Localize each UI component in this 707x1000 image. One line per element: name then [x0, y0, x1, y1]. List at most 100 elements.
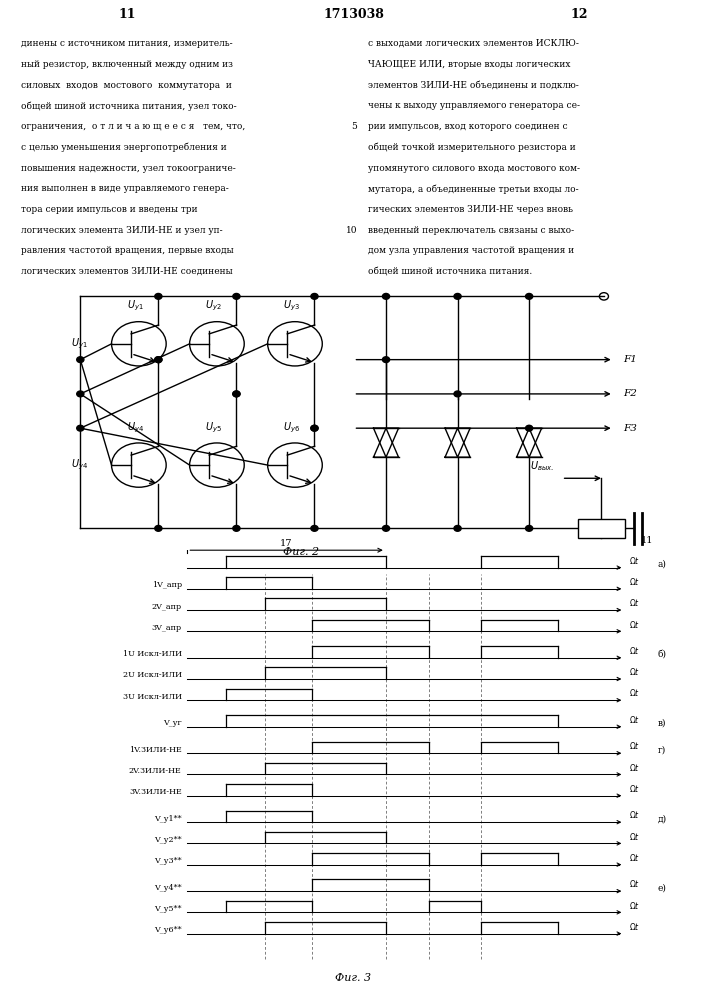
Text: $\Omega t$: $\Omega t$: [629, 878, 641, 889]
Text: силовых  входов  мостового  коммутатора  и: силовых входов мостового коммутатора и: [21, 81, 232, 90]
Text: введенный переключатель связаны с выхо-: введенный переключатель связаны с выхо-: [368, 226, 574, 235]
Text: $\Omega t$: $\Omega t$: [629, 645, 641, 656]
Text: $\Omega t$: $\Omega t$: [629, 714, 641, 725]
Text: $U_{y3}$: $U_{y3}$: [284, 299, 300, 313]
Text: 12: 12: [571, 8, 588, 21]
Text: ограничения,  о т л и ч а ю щ е е с я   тем, что,: ограничения, о т л и ч а ю щ е е с я тем…: [21, 122, 245, 131]
Text: $\Omega t$: $\Omega t$: [629, 762, 641, 773]
Text: с целью уменьшения энергопотребления и: с целью уменьшения энергопотребления и: [21, 143, 227, 152]
Text: 3V.ЗИЛИ-НЕ: 3V.ЗИЛИ-НЕ: [129, 788, 182, 796]
Circle shape: [311, 293, 318, 299]
Text: общей шиной источника питания, узел токо-: общей шиной источника питания, узел токо…: [21, 101, 237, 111]
Text: 1713038: 1713038: [323, 8, 384, 21]
Text: $U_{y4}$: $U_{y4}$: [71, 458, 88, 472]
Circle shape: [155, 525, 162, 531]
Circle shape: [233, 391, 240, 397]
Text: 1U Искл-ИЛИ: 1U Искл-ИЛИ: [123, 650, 182, 658]
Text: общей шиной источника питания.: общей шиной источника питания.: [368, 267, 532, 276]
Text: ния выполнен в виде управляемого генера-: ния выполнен в виде управляемого генера-: [21, 184, 229, 193]
Text: $\Omega t$: $\Omega t$: [629, 783, 641, 794]
Text: $U_{вых.}$: $U_{вых.}$: [530, 459, 554, 473]
Text: рии импульсов, вход которого соединен с: рии импульсов, вход которого соединен с: [368, 122, 567, 131]
Text: в): в): [658, 719, 666, 728]
Text: 11: 11: [119, 8, 136, 21]
Text: V_у6**: V_у6**: [154, 926, 182, 934]
Circle shape: [77, 357, 84, 363]
Text: F1: F1: [624, 355, 637, 364]
Text: 3U Искл-ИЛИ: 3U Искл-ИЛИ: [123, 693, 182, 701]
Text: 1V.ЗИЛИ-НЕ: 1V.ЗИЛИ-НЕ: [129, 746, 182, 754]
Text: 2V_апр: 2V_апр: [151, 603, 182, 611]
Circle shape: [311, 525, 318, 531]
Text: элементов ЗИЛИ-НЕ объединены и подклю-: элементов ЗИЛИ-НЕ объединены и подклю-: [368, 81, 578, 90]
Text: мутатора, а объединенные третьи входы ло-: мутатора, а объединенные третьи входы ло…: [368, 184, 578, 194]
Text: $U_{y4}$: $U_{y4}$: [127, 420, 144, 435]
Text: $U_{y6}$: $U_{y6}$: [284, 420, 300, 435]
Circle shape: [382, 525, 390, 531]
Text: $U_{y1}$: $U_{y1}$: [71, 337, 88, 351]
Circle shape: [525, 525, 532, 531]
Text: гических элементов ЗИЛИ-НЕ через вновь: гических элементов ЗИЛИ-НЕ через вновь: [368, 205, 573, 214]
Text: равления частотой вращения, первые входы: равления частотой вращения, первые входы: [21, 246, 234, 255]
Text: V_у3**: V_у3**: [154, 857, 182, 865]
Circle shape: [233, 391, 240, 397]
Circle shape: [382, 357, 390, 363]
Text: $\Omega t$: $\Omega t$: [629, 687, 641, 698]
Text: а): а): [658, 560, 667, 569]
Text: $\Omega t$: $\Omega t$: [629, 831, 641, 842]
Circle shape: [233, 293, 240, 299]
Text: $U_{y1}$: $U_{y1}$: [127, 299, 144, 313]
Text: 17: 17: [280, 539, 293, 548]
Text: V_уг: V_уг: [163, 719, 182, 727]
Circle shape: [77, 391, 84, 397]
Text: F2: F2: [624, 389, 637, 398]
Text: б): б): [658, 650, 667, 659]
Text: $\Omega t$: $\Omega t$: [629, 666, 641, 677]
Text: упомянутого силового входа мостового ком-: упомянутого силового входа мостового ком…: [368, 164, 580, 173]
Circle shape: [77, 425, 84, 431]
Text: $\Omega t$: $\Omega t$: [629, 852, 641, 863]
Text: с выходами логических элементов ИСКЛЮ-: с выходами логических элементов ИСКЛЮ-: [368, 39, 578, 48]
Text: $\Omega t$: $\Omega t$: [629, 900, 641, 911]
Text: $U_{y2}$: $U_{y2}$: [205, 299, 222, 313]
Circle shape: [311, 425, 318, 431]
Circle shape: [155, 357, 162, 363]
Circle shape: [454, 293, 461, 299]
Circle shape: [525, 293, 532, 299]
Text: $\Omega t$: $\Omega t$: [629, 576, 641, 587]
Circle shape: [155, 357, 162, 363]
Text: дом узла управления частотой вращения и: дом узла управления частотой вращения и: [368, 246, 574, 255]
Text: г): г): [658, 745, 666, 754]
Circle shape: [233, 525, 240, 531]
Circle shape: [525, 425, 532, 431]
Text: V_у5**: V_у5**: [154, 905, 182, 913]
Text: V_у2**: V_у2**: [154, 836, 182, 844]
Text: динены с источником питания, измеритель-: динены с источником питания, измеритель-: [21, 39, 233, 48]
Text: логических элементов ЗИЛИ-НЕ соединены: логических элементов ЗИЛИ-НЕ соединены: [21, 267, 233, 276]
Text: V_у1**: V_у1**: [154, 815, 182, 823]
Text: 3V_апр: 3V_апр: [151, 624, 182, 632]
Text: е): е): [658, 883, 667, 892]
Bar: [578, 519, 625, 538]
Text: 2V.ЗИЛИ-НЕ: 2V.ЗИЛИ-НЕ: [129, 767, 182, 775]
Text: $\Omega t$: $\Omega t$: [629, 809, 641, 820]
Text: $\Omega t$: $\Omega t$: [629, 619, 641, 630]
Text: $\Omega t$: $\Omega t$: [629, 555, 641, 566]
Text: 1V_апр: 1V_апр: [151, 581, 182, 589]
Text: ЧАЮЩЕЕ ИЛИ, вторые входы логических: ЧАЮЩЕЕ ИЛИ, вторые входы логических: [368, 60, 570, 69]
Text: $\Omega t$: $\Omega t$: [629, 597, 641, 608]
Text: V_у4**: V_у4**: [154, 884, 182, 892]
Circle shape: [454, 525, 461, 531]
Circle shape: [454, 391, 461, 397]
Circle shape: [382, 293, 390, 299]
Text: тора серии импульсов и введены три: тора серии импульсов и введены три: [21, 205, 198, 214]
Text: F3: F3: [624, 424, 637, 433]
Text: общей точкой измерительного резистора и: общей точкой измерительного резистора и: [368, 143, 575, 152]
Text: $\Omega t$: $\Omega t$: [629, 740, 641, 751]
Text: $\Omega t$: $\Omega t$: [629, 921, 641, 932]
Text: повышения надежности, узел токоограниче-: повышения надежности, узел токоограниче-: [21, 164, 236, 173]
Text: 11: 11: [641, 536, 654, 545]
Text: 10: 10: [346, 226, 357, 235]
Text: ный резистор, включенный между одним из: ный резистор, включенный между одним из: [21, 60, 233, 69]
Text: логических элемента ЗИЛИ-НЕ и узел уп-: логических элемента ЗИЛИ-НЕ и узел уп-: [21, 226, 223, 235]
